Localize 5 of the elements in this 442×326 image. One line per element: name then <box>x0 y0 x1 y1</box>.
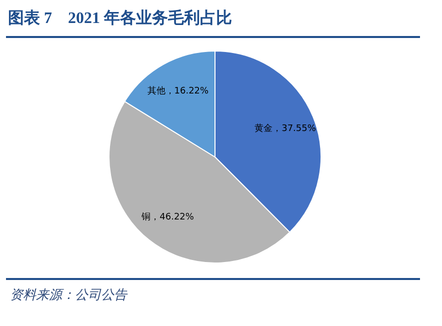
chart-title: 图表 7 2021 年各业务毛利占比 <box>6 8 420 38</box>
slice-label: 其他，16.22% <box>147 86 210 97</box>
text: 资料来源：公司公告 <box>6 278 420 304</box>
slice-label: 黄金，37.55% <box>254 123 316 134</box>
slice-label: 铜，46.22% <box>140 212 194 223</box>
